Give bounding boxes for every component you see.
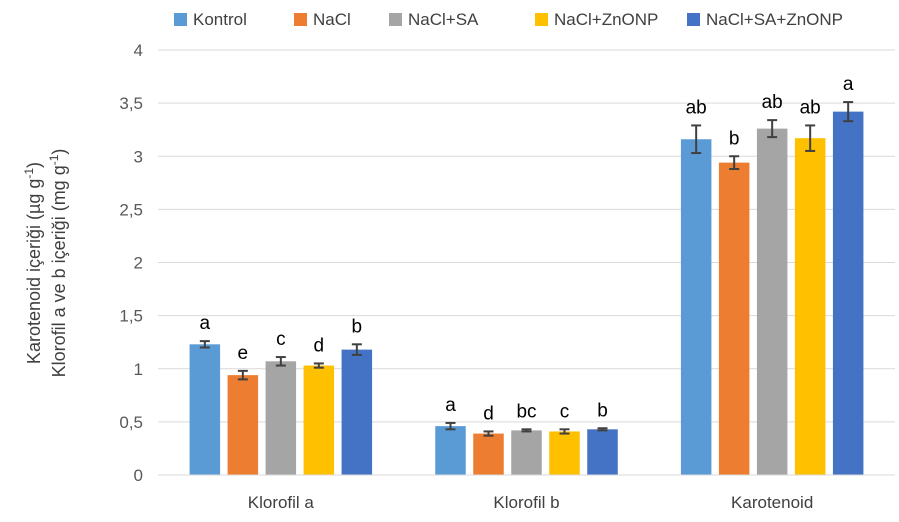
- bar-nacl-sa-znonp-karotenoid: [832, 111, 864, 475]
- error-bar-nacl-sa-znonp-klorofil-b: [597, 427, 608, 432]
- letter-nacl-sa-znonp-klorofil-b: b: [597, 400, 608, 421]
- letter-nacl-klorofil-a: e: [238, 343, 249, 364]
- letter-nacl-znonp-klorofil-b: c: [560, 401, 570, 422]
- error-bar-nacl-sa-karotenoid: [767, 119, 778, 139]
- legend-label-nacl-znonp: NaCl+ZnONP: [554, 10, 658, 29]
- y-axis-tick-labels: 0 0,5 1 1,5 2 2,5 3 3,5 4: [119, 41, 143, 485]
- legend-label-nacl-sa-znonp: NaCl+SA+ZnONP: [706, 10, 843, 29]
- y-axis-title-line2: Klorofil a ve b içeriği (mg g-1): [47, 149, 69, 378]
- letter-nacl-klorofil-b: d: [483, 403, 494, 424]
- legend-swatch-kontrol: [174, 13, 187, 26]
- legend-item-nacl-sa: NaCl+SA: [389, 10, 479, 29]
- error-bar-kontrol-karotenoid: [691, 124, 702, 155]
- letter-kontrol-karotenoid: ab: [686, 97, 707, 118]
- bar-nacl-znonp-klorofil-b: [549, 431, 580, 475]
- error-bar-nacl-sa-klorofil-a: [275, 356, 286, 367]
- legend-item-nacl: NaCl: [294, 10, 351, 29]
- letter-nacl-sa-karotenoid: ab: [762, 92, 783, 113]
- error-bar-nacl-karotenoid: [729, 155, 740, 170]
- bar-nacl-sa-znonp-klorofil-b: [587, 429, 618, 475]
- y-tick-label-4: 2: [134, 254, 143, 273]
- bar-nacl-klorofil-b: [473, 433, 504, 475]
- letter-nacl-karotenoid: b: [729, 128, 740, 149]
- bar-nacl-sa-znonp-klorofil-a: [341, 349, 373, 475]
- y-tick-label-2: 1: [134, 360, 143, 379]
- error-bar-kontrol-klorofil-a: [199, 340, 210, 349]
- letter-nacl-sa-znonp-klorofil-a: b: [352, 316, 363, 337]
- error-bar-kontrol-klorofil-b: [445, 421, 456, 431]
- error-bar-nacl-klorofil-a: [237, 369, 248, 381]
- bar-nacl-znonp-klorofil-a: [303, 365, 335, 475]
- category-label-klorofil-b: Klorofil b: [493, 493, 559, 512]
- error-bar-nacl-znonp-klorofil-b: [559, 428, 570, 435]
- error-bar-nacl-klorofil-b: [483, 430, 494, 437]
- y-tick-label-1: 0,5: [119, 413, 143, 432]
- letter-nacl-znonp-klorofil-a: d: [314, 335, 325, 356]
- legend-label-kontrol: Kontrol: [193, 10, 247, 29]
- bar-kontrol-karotenoid: [680, 139, 712, 475]
- y-axis-title: Karotenoid içeriği (µg g-1) Klorofil a v…: [22, 149, 69, 378]
- y-tick-label-5: 2,5: [119, 200, 143, 219]
- error-bar-nacl-znonp-klorofil-a: [313, 362, 324, 369]
- error-bar-nacl-sa-znonp-klorofil-a: [351, 343, 362, 356]
- error-bar-nacl-sa-znonp-karotenoid: [843, 101, 854, 123]
- error-bar-nacl-sa-klorofil-b: [521, 428, 532, 433]
- legend-item-nacl-sa-znonp: NaCl+SA+ZnONP: [687, 10, 843, 29]
- bar-nacl-sa-klorofil-a: [265, 361, 297, 475]
- letter-nacl-znonp-karotenoid: ab: [800, 97, 821, 118]
- legend-label-nacl: NaCl: [313, 10, 351, 29]
- x-axis-category-labels: Klorofil a Klorofil b Karotenoid: [248, 493, 814, 512]
- bar-kontrol-klorofil-a: [189, 344, 221, 475]
- bar-nacl-znonp-karotenoid: [794, 138, 826, 475]
- bar-nacl-sa-karotenoid: [756, 128, 788, 475]
- letter-nacl-sa-klorofil-b: bc: [516, 401, 536, 422]
- letter-nacl-sa-znonp-karotenoid: a: [843, 74, 854, 95]
- category-label-klorofil-a: Klorofil a: [248, 493, 315, 512]
- legend-item-kontrol: Kontrol: [174, 10, 247, 29]
- legend: Kontrol NaCl NaCl+SA NaCl+ZnONP NaCl+SA+ZnON…: [174, 10, 843, 29]
- legend-swatch-nacl-sa: [389, 13, 402, 26]
- y-tick-label-7: 3,5: [119, 94, 143, 113]
- y-axis-title-line1: Karotenoid içeriği (µg g-1): [22, 162, 44, 364]
- error-bar-nacl-znonp-karotenoid: [805, 124, 816, 152]
- category-label-karotenoid: Karotenoid: [731, 493, 813, 512]
- error-bars: [199, 101, 854, 437]
- y-tick-label-6: 3: [134, 147, 143, 166]
- legend-swatch-nacl-sa-znonp: [687, 13, 700, 26]
- legend-swatch-nacl: [294, 13, 307, 26]
- y-tick-label-3: 1,5: [119, 307, 143, 326]
- bar-kontrol-klorofil-b: [435, 426, 466, 475]
- y-tick-label-0: 0: [134, 466, 143, 485]
- y-tick-label-8: 4: [134, 41, 143, 60]
- bars: [189, 111, 864, 475]
- letter-kontrol-klorofil-a: a: [200, 313, 211, 334]
- bar-nacl-sa-klorofil-b: [511, 430, 542, 475]
- legend-item-nacl-znonp: NaCl+ZnONP: [535, 10, 658, 29]
- letter-nacl-sa-klorofil-a: c: [276, 329, 286, 350]
- legend-swatch-nacl-znonp: [535, 13, 548, 26]
- bar-nacl-karotenoid: [718, 162, 750, 475]
- letter-kontrol-klorofil-b: a: [445, 395, 456, 416]
- legend-label-nacl-sa: NaCl+SA: [408, 10, 479, 29]
- bar-nacl-klorofil-a: [227, 375, 259, 475]
